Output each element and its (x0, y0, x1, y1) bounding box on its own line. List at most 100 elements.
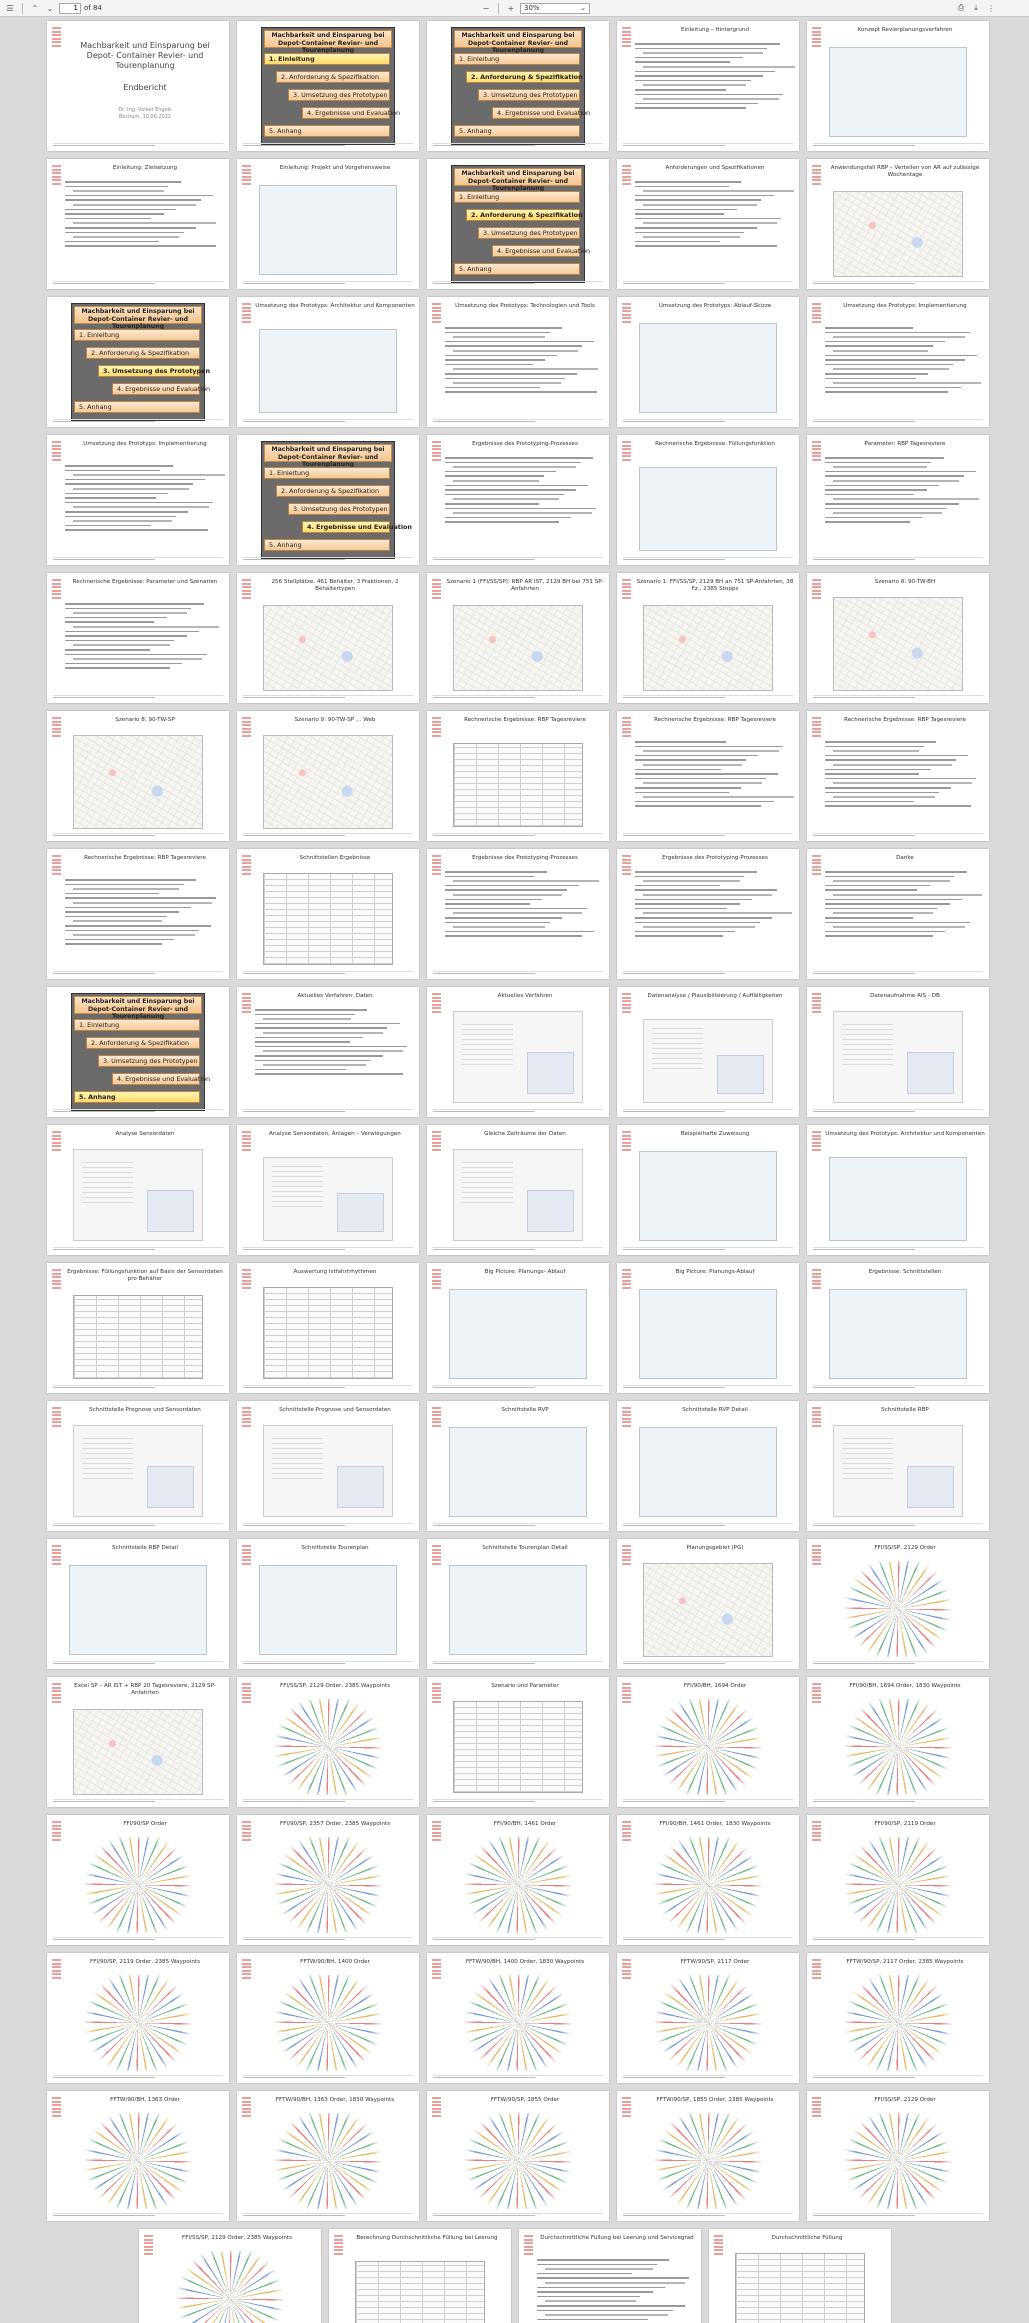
page-thumbnail[interactable]: Szenario 8: 90-TW-BH (807, 573, 989, 703)
page-thumbnail[interactable]: Umsetzung des Prototyps: Architektur und… (237, 297, 419, 427)
page-thumbnail[interactable]: FFI/90/SP, 2119 Order (807, 1815, 989, 1945)
page-thumbnail[interactable]: Analyse Sensordaten (47, 1125, 229, 1255)
page-thumbnail-grid[interactable]: Machbarkeit und Einsparung bei Depot- Co… (0, 17, 1029, 2323)
page-thumbnail[interactable]: Schnittstelle RVP (427, 1401, 609, 1531)
page-thumbnail[interactable]: Szenario 1: FFI/SS/SP, 2129 BH an 751 SP… (617, 573, 799, 703)
page-thumbnail[interactable]: Rechnerische Ergebnisse: Füllungsfunktio… (617, 435, 799, 565)
page-thumbnail[interactable]: Danke (807, 849, 989, 979)
page-number-input[interactable] (59, 2, 81, 14)
sidebar-toggle-icon[interactable]: ☰ (6, 3, 14, 13)
page-thumbnail[interactable]: Ergebnisse des Prototyping-Prozesses (427, 849, 609, 979)
page-thumbnail[interactable]: Auswertung Istfahrtrhythmen (237, 1263, 419, 1393)
page-thumbnail[interactable]: Machbarkeit und Einsparung bei Depot- Co… (47, 21, 229, 151)
page-thumbnail[interactable]: FFTW/90/BH, 1363 Order (47, 2091, 229, 2221)
page-thumbnail[interactable]: Ergebnisse: Füllungsfunktion auf Basis d… (47, 1263, 229, 1393)
page-thumbnail[interactable]: Machbarkeit und Einsparung bei Depot-Con… (237, 435, 419, 565)
page-thumbnail[interactable]: Berechnung Durchschnittliche Füllung bei… (329, 2229, 511, 2323)
page-thumbnail[interactable]: Einleitung – Hintergrund (617, 21, 799, 151)
page-thumbnail[interactable]: Rechnerische Ergebnisse: RBP Tagesrevier… (617, 711, 799, 841)
logo-icon (52, 1131, 61, 1153)
page-thumbnail[interactable]: Machbarkeit und Einsparung bei Depot-Con… (427, 21, 609, 151)
page-thumbnail[interactable]: Anforderungen und Spezifikationen (617, 159, 799, 289)
page-thumbnail[interactable]: Konzept Revierplanungsverfahren (807, 21, 989, 151)
page-thumbnail[interactable]: Machbarkeit und Einsparung bei Depot-Con… (47, 987, 229, 1117)
page-thumbnail[interactable]: Rechnerische Ergebnisse: RBP Tagesrevier… (47, 849, 229, 979)
page-thumbnail[interactable]: Aktuelles Verfahren (427, 987, 609, 1117)
page-thumbnail[interactable]: Analyse Sensordaten, Anlagen – Verwiegun… (237, 1125, 419, 1255)
page-thumbnail[interactable]: Durchschnittliche Füllung (709, 2229, 891, 2323)
page-thumbnail[interactable]: Gleiche Zeiträume der Daten (427, 1125, 609, 1255)
page-thumbnail[interactable]: Einleitung: Projekt und Vorgehensweise (237, 159, 419, 289)
page-thumbnail[interactable]: FFI/SS/SP, 2129 Order (807, 2091, 989, 2221)
print-icon[interactable]: ⎙ (957, 3, 965, 12)
page-thumbnail[interactable]: Big Picture: Planungs-Ablauf (617, 1263, 799, 1393)
page-thumbnail[interactable]: FFI/SS/SP, 2129 Order, 2385 Waypoints (237, 1677, 419, 1807)
page-thumbnail[interactable]: Umsetzung des Prototyps: Implementierung (807, 297, 989, 427)
page-thumbnail[interactable]: Anwendungsfall RBP – Verteilen von AR au… (807, 159, 989, 289)
zoom-out-icon[interactable]: − (482, 3, 490, 13)
page-thumbnail[interactable]: FFI/SS/SP, 2129 Order (807, 1539, 989, 1669)
page-thumbnail[interactable]: Rechnerische Ergebnisse: RBP Tagesrevier… (807, 711, 989, 841)
page-thumbnail[interactable]: Schnittstelle Prognose und Sensordaten (47, 1401, 229, 1531)
page-thumbnail[interactable]: FFI/90/BH, 1461 Order (427, 1815, 609, 1945)
page-thumbnail[interactable]: Machbarkeit und Einsparung bei Depot-Con… (47, 297, 229, 427)
page-thumbnail[interactable]: FFI/SS/SP, 2129 Order, 2385 Waypoints (139, 2229, 321, 2323)
page-thumbnail[interactable]: Szenario 8: 90-TW-SP (47, 711, 229, 841)
more-icon[interactable]: ⋮ (987, 3, 995, 13)
page-thumbnail[interactable]: FFI/90/BH, 1461 Order, 1830 Waypoints (617, 1815, 799, 1945)
page-thumbnail[interactable]: Datenaufnahme AIS - DB (807, 987, 989, 1117)
page-thumbnail[interactable]: Planungsgebiet (PG) (617, 1539, 799, 1669)
page-thumbnail[interactable]: FFTW/90/SP, 2117 Order (617, 1953, 799, 2083)
page-thumbnail[interactable]: FFI/90/SP, 2357 Order, 2385 Waypoints (237, 1815, 419, 1945)
page-thumbnail[interactable]: FFTW/90/BH, 1363 Order, 1830 Waypoints (237, 2091, 419, 2221)
page-thumbnail[interactable]: Einleitung: Zielsetzung (47, 159, 229, 289)
page-thumbnail[interactable]: Szenario 1 (FFI/SS/SP): RBP AR IST, 2129… (427, 573, 609, 703)
page-thumbnail[interactable]: FFI/90/SP Order (47, 1815, 229, 1945)
page-up-icon[interactable]: ⌃ (31, 3, 39, 13)
page-thumbnail[interactable]: Machbarkeit und Einsparung bei Depot-Con… (237, 21, 419, 151)
download-icon[interactable]: ⤓ (974, 3, 978, 12)
page-thumbnail[interactable]: FFTW/90/BH, 1400 Order, 1830 Waypoints (427, 1953, 609, 2083)
page-thumbnail[interactable]: Szenario 9: 90-TW-SP … Web (237, 711, 419, 841)
zoom-select[interactable]: 30% ⌄ (520, 2, 590, 14)
page-thumbnail[interactable]: Schnittstelle Prognose und Sensordaten (237, 1401, 419, 1531)
page-thumbnail[interactable]: Big Picture: Planungs- Ablauf (427, 1263, 609, 1393)
slide-footer (53, 1523, 223, 1527)
page-thumbnail[interactable]: Ergebnisse des Prototyping-Prozesses (427, 435, 609, 565)
page-thumbnail[interactable]: FFTW/90/SP, 1855 Order (427, 2091, 609, 2221)
page-thumbnail[interactable]: FFI/90/BH, 1694 Order, 1830 Waypoints (807, 1677, 989, 1807)
page-thumbnail[interactable]: Umsetzung des Prototyps: Implementierung (47, 435, 229, 565)
page-thumbnail[interactable]: Schnittstelle Tourenplan (237, 1539, 419, 1669)
page-thumbnail[interactable]: Parameter: RBP Tagesreviere (807, 435, 989, 565)
page-thumbnail[interactable]: Aktuelles Verfahren: Daten (237, 987, 419, 1117)
page-thumbnail[interactable]: Schnittstelle RVP Detail (617, 1401, 799, 1531)
page-thumbnail[interactable]: Durchschnittliche Füllung bei Leerung un… (519, 2229, 701, 2323)
page-thumbnail[interactable]: Ergebnisse des Prototyping-Prozesses (617, 849, 799, 979)
page-thumbnail[interactable]: Rechnerische Ergebnisse: Parameter und S… (47, 573, 229, 703)
page-down-icon[interactable]: ⌄ (46, 3, 54, 13)
page-thumbnail[interactable]: Ergebnisse: Schnittstellen (807, 1263, 989, 1393)
page-thumbnail[interactable]: Schnittstelle Tourenplan Detail (427, 1539, 609, 1669)
page-thumbnail[interactable]: Machbarkeit und Einsparung bei Depot-Con… (427, 159, 609, 289)
page-thumbnail[interactable]: FFTW/90/BH, 1400 Order (237, 1953, 419, 2083)
page-thumbnail[interactable]: Umsetzung des Prototyps: Technologien un… (427, 297, 609, 427)
agenda-item: 5. Anhang (74, 1091, 200, 1103)
page-thumbnail[interactable]: Schnittstelle RBP (807, 1401, 989, 1531)
page-thumbnail[interactable]: Schnittstelle RBP Detail (47, 1539, 229, 1669)
page-thumbnail[interactable]: Umsetzung des Prototyps: Architektur und… (807, 1125, 989, 1255)
slide-title: Big Picture: Planungs-Ablauf (675, 1269, 755, 1275)
page-thumbnail[interactable]: Schnittstellen Ergebnisse (237, 849, 419, 979)
page-thumbnail[interactable]: FFTW/90/SP, 1855 Order, 2385 Waypoints (617, 2091, 799, 2221)
slide-footer (433, 2213, 603, 2217)
page-thumbnail[interactable]: 256 Stellplätze, 461 Behälter, 3 Fraktio… (237, 573, 419, 703)
page-thumbnail[interactable]: Excel SP – AR IST + RBP 20 Tagesreviere,… (47, 1677, 229, 1807)
page-thumbnail[interactable]: Beispielhafte Zuweisung (617, 1125, 799, 1255)
page-thumbnail[interactable]: Datenanalyse / Plausibilisierung / Auffä… (617, 987, 799, 1117)
page-thumbnail[interactable]: FFI/90/SP, 2119 Order, 2385 Waypoints (47, 1953, 229, 2083)
page-thumbnail[interactable]: Umsetzung des Prototyps: Ablauf-Skizze (617, 297, 799, 427)
page-thumbnail[interactable]: FFI/90/BH, 1694 Order (617, 1677, 799, 1807)
page-thumbnail[interactable]: Szenario und Parameter (427, 1677, 609, 1807)
page-thumbnail[interactable]: FFTW/90/SP, 2117 Order, 2385 Waypoints (807, 1953, 989, 2083)
zoom-in-icon[interactable]: + (507, 3, 515, 13)
page-thumbnail[interactable]: Rechnerische Ergebnisse: RBP Tagesrevier… (427, 711, 609, 841)
